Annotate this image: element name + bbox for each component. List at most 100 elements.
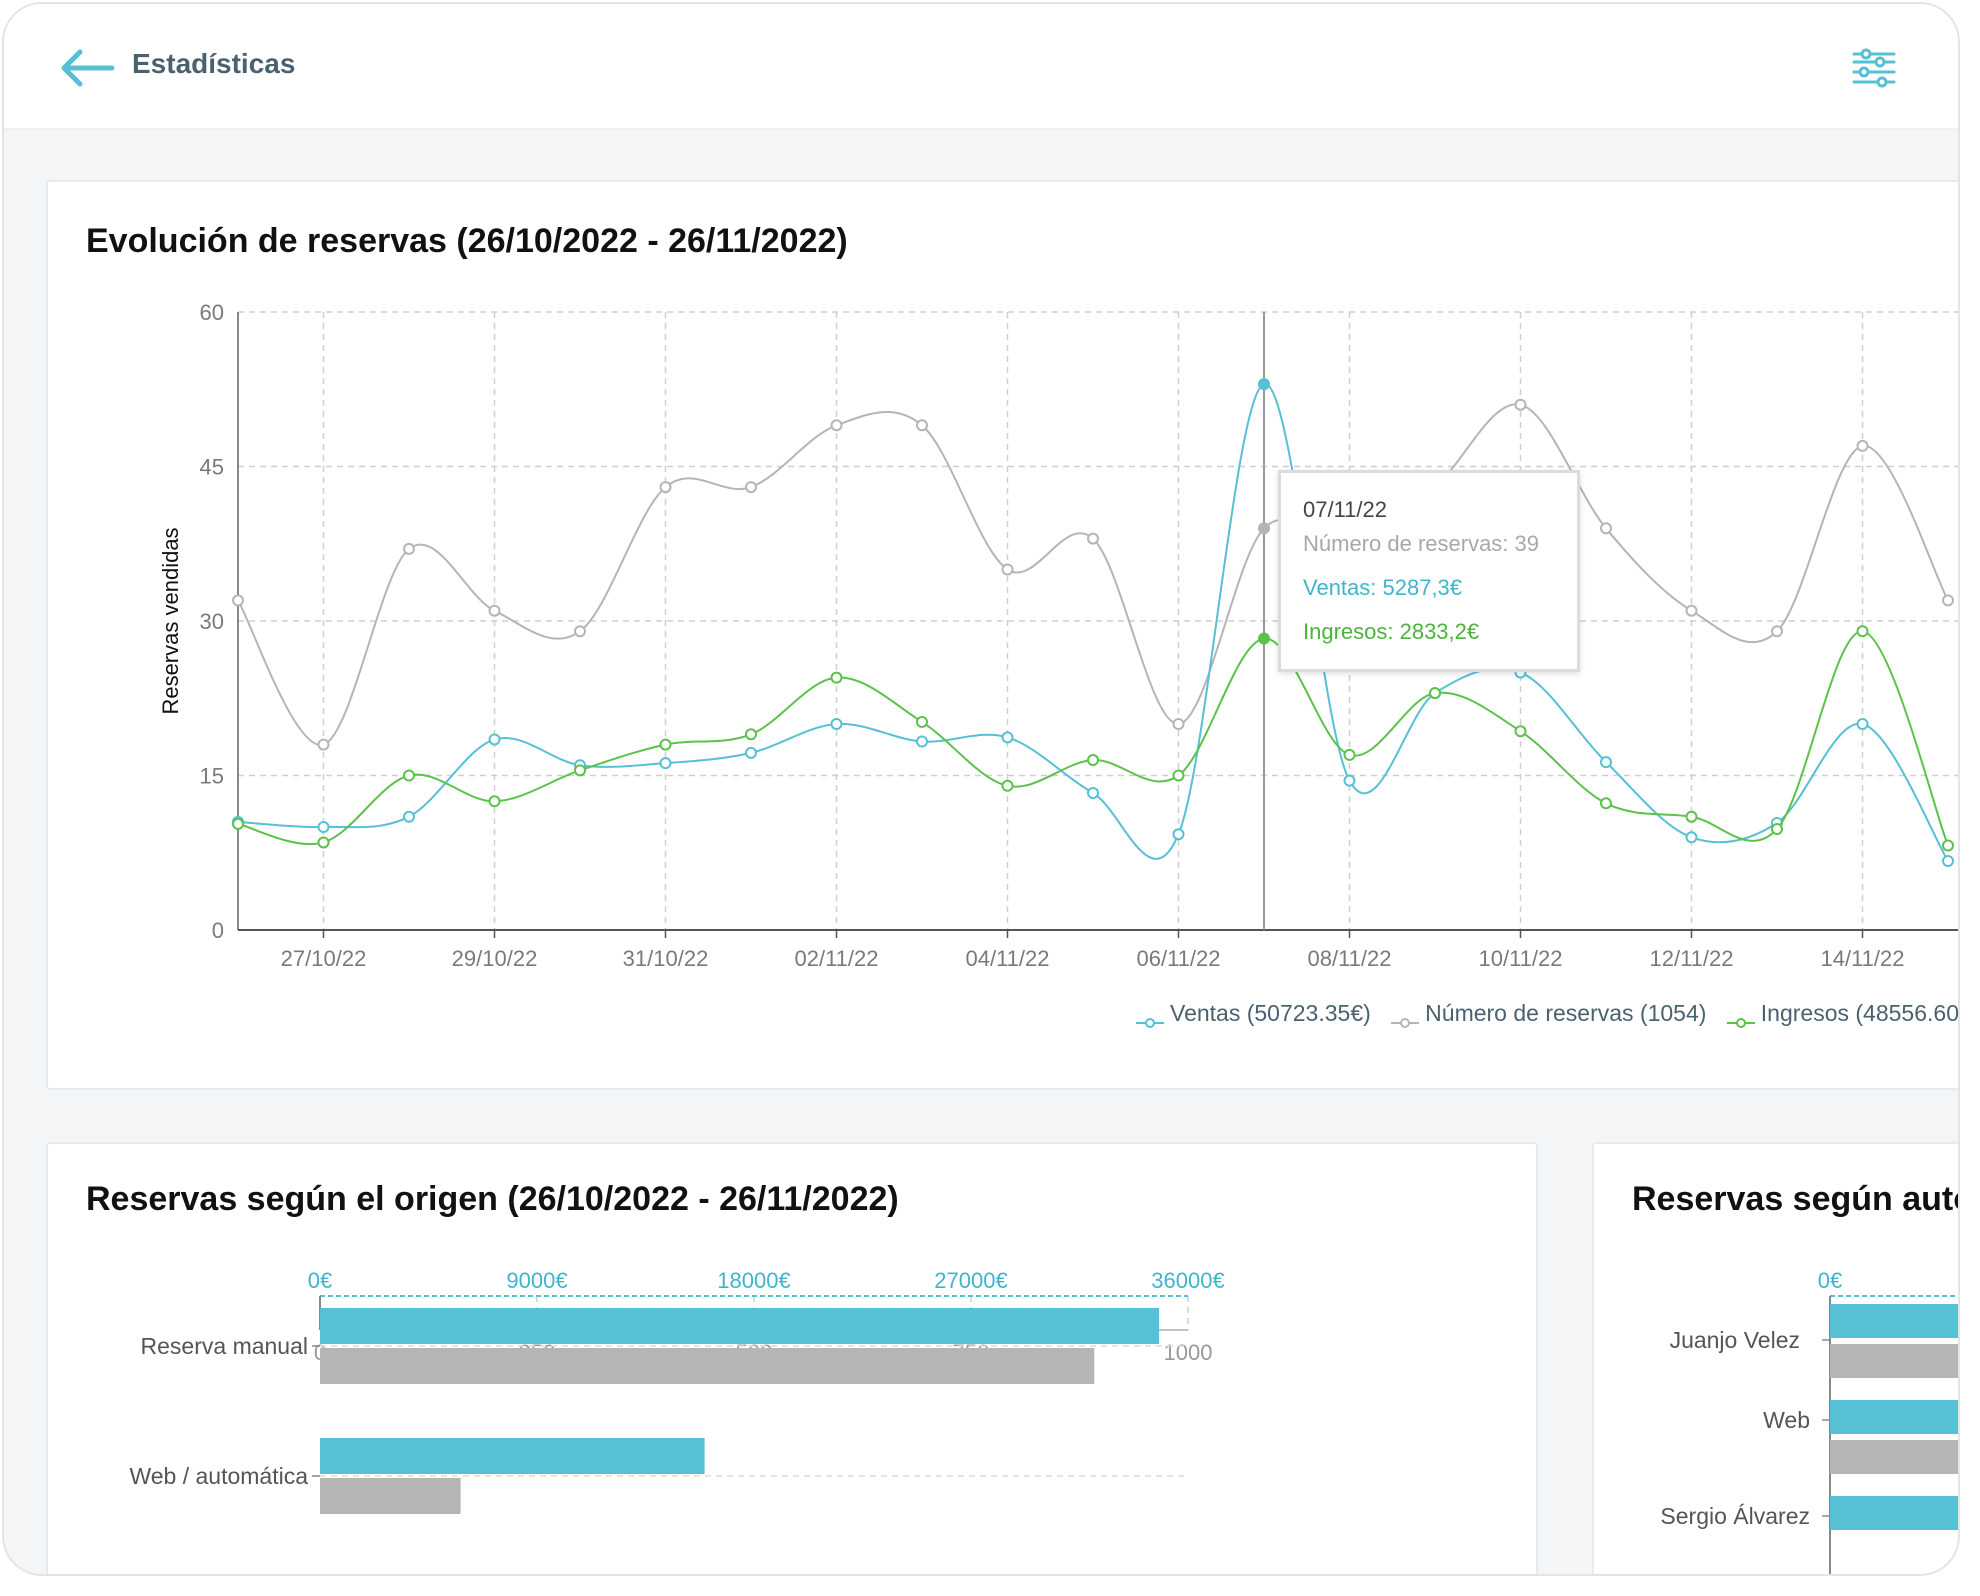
legend-item-ingresos[interactable]: Ingresos (48556.60€)	[1726, 1000, 1960, 1028]
bar-ventas	[1830, 1400, 1958, 1434]
legend-label-reservas: Número de reservas (1054)	[1425, 1000, 1707, 1026]
page-title: Estadísticas	[132, 48, 296, 79]
data-point-ventas	[1343, 774, 1356, 787]
app-window: Estadísticas Evolución de reservas (26/1…	[2, 2, 1960, 1576]
legend-label-ventas: Ventas (50723.35€)	[1170, 1000, 1371, 1026]
legend-marker-ingresos	[1726, 1008, 1755, 1028]
data-point-reservas	[1942, 594, 1954, 607]
data-point-reservas	[1258, 522, 1270, 535]
chart-tooltip: 07/11/22 Número de reservas: 39 Ventas: …	[1278, 470, 1580, 672]
category-label: Reserva manual	[141, 1333, 308, 1359]
data-point-ventas	[317, 821, 330, 833]
author-card-title: Reservas según autor	[1632, 1180, 1960, 1218]
x-tick-label: 02/11/22	[794, 946, 878, 971]
data-point-ventas	[403, 810, 415, 823]
data-point-ingresos	[232, 817, 244, 830]
bar-reservas	[320, 1478, 461, 1514]
data-point-reservas	[659, 481, 672, 494]
data-point-reservas	[1172, 718, 1185, 730]
data-point-ventas	[1685, 831, 1698, 844]
bar-ventas	[1830, 1496, 1958, 1530]
data-point-reservas	[1685, 604, 1698, 617]
back-button[interactable]	[56, 44, 116, 92]
data-point-ventas	[1001, 731, 1014, 744]
tooltip-reservas: Número de reservas: 39	[1303, 531, 1539, 556]
y-tick-label: 60	[200, 300, 224, 325]
bar-reservas	[320, 1348, 1095, 1384]
origin-card: Reservas según el origen (26/10/2022 - 2…	[46, 1142, 1538, 1574]
tooltip-ventas: Ventas: 5287,3€	[1303, 575, 1463, 600]
bar-ventas	[320, 1308, 1160, 1344]
legend-item-reservas[interactable]: Número de reservas (1054)	[1391, 1000, 1707, 1028]
arrow-left-icon	[61, 49, 115, 87]
data-point-ingresos	[1343, 748, 1356, 761]
data-point-ingresos	[1942, 839, 1954, 852]
category-label: Sergio Álvarez	[1660, 1503, 1810, 1529]
top-axis-tick-label: 36000€	[1151, 1268, 1224, 1293]
bottom-axis-tick-label: 1000	[1164, 1340, 1213, 1365]
y-tick-label: 0	[212, 918, 224, 943]
x-tick-label: 12/11/22	[1649, 946, 1733, 971]
data-point-ingresos	[830, 671, 843, 684]
data-point-ingresos	[1087, 754, 1099, 767]
x-tick-label: 31/10/22	[623, 946, 709, 971]
x-tick-label: 06/11/22	[1136, 946, 1220, 971]
category-label: Web	[1763, 1407, 1810, 1433]
data-point-reservas	[1001, 563, 1014, 576]
data-point-ventas	[1258, 378, 1270, 391]
data-point-ingresos	[659, 738, 672, 751]
data-point-ventas	[916, 735, 928, 748]
data-point-ingresos	[1771, 823, 1783, 836]
data-point-reservas	[745, 481, 757, 494]
data-point-ventas	[745, 746, 757, 759]
top-axis-tick-label: 0€	[1818, 1268, 1842, 1293]
bar-reservas	[1830, 1440, 1958, 1474]
bar-ventas	[1830, 1304, 1958, 1338]
data-point-ingresos	[1856, 625, 1869, 638]
data-point-reservas	[1087, 532, 1099, 545]
tooltip-date: 07/11/22	[1303, 497, 1388, 522]
data-point-ventas	[1942, 854, 1954, 867]
origin-bar-chart: 0€9000€18000€27000€36000€02505007501000R…	[129, 1268, 1225, 1514]
data-point-reservas	[1771, 625, 1783, 638]
category-label: Web / automática	[129, 1463, 308, 1489]
sliders-icon	[1852, 48, 1896, 88]
data-point-ingresos	[403, 769, 415, 782]
evolution-card: Evolución de reservas (26/10/2022 - 26/1…	[46, 180, 1960, 1090]
legend-label-ingresos: Ingresos (48556.60€)	[1760, 1000, 1960, 1026]
top-axis-tick-label: 0€	[308, 1268, 332, 1293]
top-axis-tick-label: 18000€	[717, 1268, 790, 1293]
x-tick-label: 04/11/22	[965, 946, 1049, 971]
data-point-reservas	[317, 738, 330, 751]
data-point-reservas	[488, 604, 501, 617]
x-tick-label: 29/10/22	[452, 946, 538, 971]
data-point-ingresos	[317, 836, 330, 849]
data-point-ventas	[1600, 756, 1612, 769]
tooltip-ingresos: Ingresos: 2833,2€	[1303, 619, 1480, 644]
data-point-ventas	[1856, 718, 1869, 730]
legend-marker-reservas	[1391, 1008, 1420, 1028]
data-point-reservas	[1514, 398, 1527, 411]
origin-card-title: Reservas según el origen (26/10/2022 - 2…	[86, 1180, 899, 1218]
data-point-ingresos	[745, 728, 757, 741]
data-point-reservas	[830, 419, 843, 432]
data-point-ingresos	[1172, 769, 1185, 782]
x-tick-label: 14/11/22	[1820, 946, 1904, 971]
legend-item-ventas[interactable]: Ventas (50723.35€)	[1136, 1000, 1371, 1028]
data-point-reservas	[1856, 439, 1869, 452]
top-axis-tick-label: 27000€	[934, 1268, 1007, 1293]
x-tick-label: 10/11/22	[1478, 946, 1562, 971]
y-axis-label: Reservas vendidas	[158, 527, 183, 714]
bar-ventas	[320, 1438, 705, 1474]
chart-legend: Ventas (50723.35€) Número de reservas (1…	[1122, 1000, 1960, 1035]
x-tick-label: 27/10/22	[281, 946, 367, 971]
data-point-ingresos	[1001, 779, 1014, 792]
data-point-ventas	[830, 718, 843, 730]
data-point-reservas	[574, 625, 586, 638]
series-line-ingresos	[237, 630, 1949, 846]
line-chart: 0 15 30 45 60 27/10/22 29/10/22 31/10/22 02/11/2…	[158, 300, 1958, 971]
data-point-ingresos	[1258, 632, 1270, 645]
filters-button[interactable]	[1848, 42, 1900, 94]
series-line-ventas	[237, 383, 1949, 862]
category-label: Juanjo Velez	[1670, 1327, 1800, 1353]
